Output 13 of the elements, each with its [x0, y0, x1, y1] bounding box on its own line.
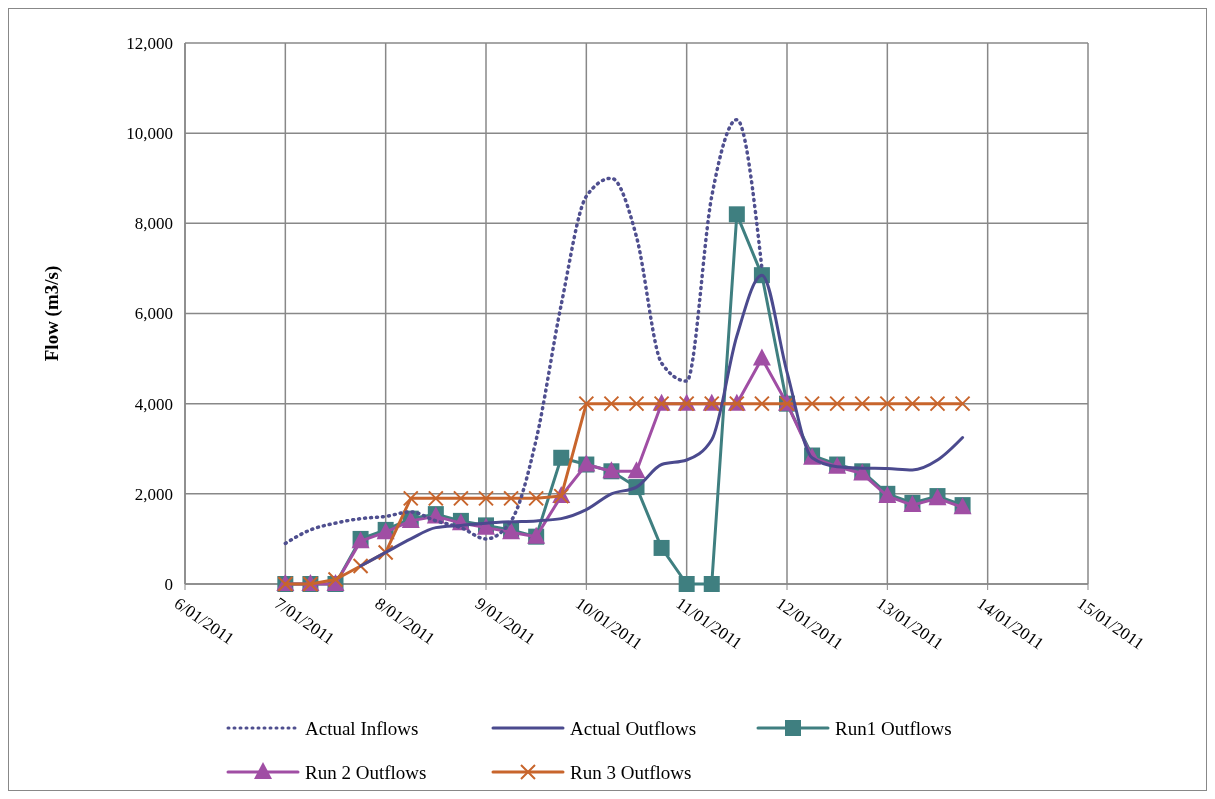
legend-label: Actual Outflows [570, 717, 697, 739]
y-tick-label: 10,000 [126, 124, 173, 144]
y-tick-label: 8,000 [134, 214, 173, 234]
y-axis-title: Flow (m3/s) [41, 265, 63, 362]
y-tick-label: 2,000 [134, 484, 173, 504]
legend-label: Actual Inflows [305, 717, 419, 739]
y-tick-label: 4,000 [134, 394, 173, 414]
y-tick-label: 12,000 [126, 33, 173, 53]
legend-label: Run 2 Outflows [305, 761, 427, 783]
y-tick-label: 6,000 [134, 304, 173, 324]
y-tick-label: 0 [164, 574, 173, 594]
legend-label: Run1 Outflows [835, 717, 952, 739]
legend-label: Run 3 Outflows [570, 761, 692, 783]
